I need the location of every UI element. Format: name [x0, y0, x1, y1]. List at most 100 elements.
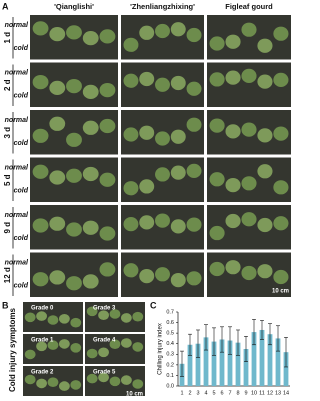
day-label: 3 d — [3, 127, 12, 139]
plant-leaf — [170, 165, 186, 180]
plant-leaf — [225, 70, 241, 85]
plant-leaf — [241, 212, 257, 227]
plant-leaf — [70, 380, 82, 390]
y-tick-label: 0.6 — [166, 320, 174, 326]
plant-leaf — [170, 219, 186, 234]
plant-leaf — [24, 312, 36, 323]
plant-leaf — [66, 25, 82, 40]
y-tick-label: 0.0 — [166, 383, 174, 389]
bar — [259, 329, 265, 386]
column-header: Figleaf gourd — [225, 2, 273, 11]
panel-label: A — [2, 1, 9, 11]
plant-leaf — [170, 129, 186, 144]
plant-leaf — [241, 68, 257, 83]
plant-leaf — [273, 269, 289, 285]
plant-leaf — [273, 180, 289, 195]
plant-leaf — [257, 128, 273, 143]
plant-leaf — [123, 217, 139, 232]
plant-leaf — [225, 34, 241, 49]
plant-leaf — [86, 348, 98, 359]
plant-leaf — [257, 217, 273, 233]
plant-leaf — [121, 338, 132, 348]
figure: A B C 'Qianglishi' 'Zhenliangzhixing' Figl… — [2, 1, 291, 398]
plant-leaf — [273, 72, 289, 87]
plant-leaf — [123, 263, 139, 278]
plant-leaf — [139, 125, 155, 140]
plant-leaf — [186, 81, 202, 96]
plant-leaf — [155, 77, 170, 92]
bar — [275, 338, 281, 386]
day-label: 2 d — [3, 79, 12, 91]
plant-leaf — [155, 213, 170, 228]
plant-leaf — [257, 264, 273, 279]
plant-leaf — [155, 267, 170, 282]
day-label: 12 d — [3, 267, 12, 283]
plant-leaf — [257, 164, 273, 179]
y-tick-label: 0.5 — [166, 331, 174, 337]
plant-leaf — [257, 74, 273, 89]
plant-leaf — [121, 313, 132, 323]
x-tick-label: 9 — [244, 390, 247, 396]
bar — [235, 342, 241, 386]
plant-leaf — [123, 181, 139, 196]
plant-leaf — [209, 225, 225, 241]
bar — [251, 332, 257, 386]
grade-label: Grade 3 — [93, 306, 116, 312]
bar — [283, 352, 289, 386]
plant-leaf — [32, 21, 49, 36]
column-header: 'Zhenliangzhixing' — [130, 2, 195, 11]
plant-leaf — [170, 272, 186, 288]
plant-leaf — [99, 29, 116, 44]
plant-leaf — [139, 179, 155, 194]
plant-leaf — [82, 31, 99, 46]
bar — [267, 334, 273, 386]
plant-leaf — [36, 378, 47, 389]
day-label: 9 d — [3, 222, 12, 234]
plant-leaf — [170, 75, 186, 91]
plant-leaf — [121, 375, 132, 385]
plant-leaf — [99, 172, 116, 187]
condition-label: cold — [14, 235, 29, 242]
plant-leaf — [82, 274, 99, 289]
plant-leaf — [139, 215, 155, 230]
plant-leaf — [155, 167, 170, 182]
x-tick-label: 14 — [283, 390, 289, 396]
bar — [195, 343, 201, 386]
plant-leaf — [82, 166, 99, 182]
plant-leaf — [186, 163, 202, 178]
plant-leaf — [59, 381, 70, 391]
plant-leaf — [139, 25, 155, 40]
bar — [211, 341, 217, 386]
x-tick-label: 4 — [204, 390, 207, 396]
x-tick-label: 12 — [267, 390, 273, 396]
x-tick-label: 13 — [275, 390, 281, 396]
plant-leaf — [86, 306, 98, 317]
bar — [243, 349, 249, 386]
plant-leaf — [132, 311, 144, 322]
plant-leaf — [99, 226, 116, 241]
condition-label: cold — [14, 282, 29, 289]
x-tick-label: 2 — [188, 390, 191, 396]
plant-leaf — [24, 349, 36, 360]
plant-leaf — [66, 78, 82, 94]
plant-leaf — [123, 37, 139, 52]
plant-leaf — [209, 172, 225, 187]
day-label: 5 d — [3, 174, 12, 186]
plant-leaf — [186, 27, 202, 43]
plant-leaf — [99, 82, 116, 98]
y-tick-label: 0.4 — [166, 341, 174, 347]
condition-label: normal — [5, 22, 29, 29]
condition-label: cold — [14, 140, 29, 147]
plant-leaf — [99, 262, 116, 277]
plant-leaf — [59, 339, 70, 349]
plant-leaf — [66, 132, 82, 147]
plant-leaf — [186, 217, 202, 232]
condition-label: normal — [5, 69, 29, 76]
plant-leaf — [139, 71, 155, 87]
plant-leaf — [36, 341, 47, 352]
plant-leaf — [49, 116, 66, 131]
x-tick-label: 5 — [212, 390, 215, 396]
plant-leaf — [32, 74, 49, 90]
plant-leaf — [82, 220, 99, 235]
condition-label: cold — [14, 45, 29, 52]
